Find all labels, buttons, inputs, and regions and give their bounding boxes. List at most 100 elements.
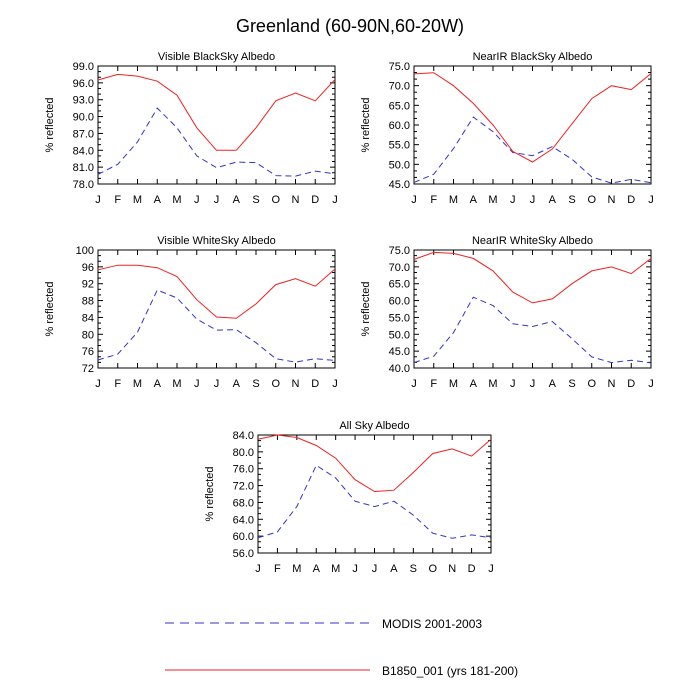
x-tick-label: O [587,378,596,390]
y-tick-label: 56.0 [233,548,254,560]
x-tick-label: A [233,194,241,206]
y-tick-label: 96 [82,262,94,274]
x-tick-label: F [430,378,437,390]
panel-2: NearIR BlackSky Albedo % reflected 45.0 50.… [360,51,654,206]
y-tick-label: 87.0 [73,128,94,140]
y-tick-label: 70.0 [389,262,410,274]
x-tick-label: J [648,194,654,206]
y-tick-label: 72 [82,363,94,375]
y-tick-label: 55.0 [389,140,410,152]
x-tick-label: S [568,378,575,390]
figure-title: Greenland (60-90N,60-20W) [236,16,464,36]
y-tick-label: 93.0 [73,95,94,107]
y-tick-label: 80 [82,329,94,341]
x-tick-label: M [488,378,497,390]
x-tick-label: J [352,563,358,575]
legend-model-label: B1850_001 (yrs 181-200) [382,664,518,678]
x-tick-label: J [214,194,220,206]
x-tick-label: S [410,563,417,575]
x-tick-label: N [608,378,616,390]
x-tick-label: N [292,378,300,390]
x-tick-label: J [648,378,654,390]
y-tick-label: 100 [76,245,94,257]
x-tick-label: A [233,378,241,390]
y-tick-label: 84.0 [73,145,94,157]
x-tick-label: S [568,194,575,206]
x-tick-label: O [271,194,280,206]
x-tick-label: D [627,378,635,390]
x-tick-label: J [95,194,101,206]
x-tick-label: J [530,378,536,390]
plot-frame [257,434,492,554]
x-tick-label: A [313,563,321,575]
y-axis-label: % reflected [360,97,372,152]
y-tick-label: 81.0 [73,162,94,174]
x-tick-label: J [194,194,200,206]
x-tick-label: S [252,194,259,206]
x-tick-label: D [311,378,319,390]
modis-series-line [413,296,652,364]
x-tick-label: A [154,378,162,390]
y-axis-label: % reflected [44,97,56,152]
y-tick-label: 50.0 [389,159,410,171]
modis-series-line [413,116,652,184]
x-tick-label: D [627,194,635,206]
x-tick-label: J [530,194,536,206]
x-tick-label: A [390,563,398,575]
panel-title: Visible BlackSky Albedo [158,51,275,63]
panel-1: Visible BlackSky Albedo % reflected 78.0 81… [44,51,338,206]
x-tick-label: O [271,378,280,390]
x-tick-label: A [549,378,557,390]
x-tick-label: A [154,194,162,206]
y-axis-label: % reflected [204,466,216,521]
x-tick-label: M [292,563,301,575]
y-tick-label: 96.0 [73,78,94,90]
x-tick-label: O [428,563,437,575]
x-tick-label: N [448,563,456,575]
x-tick-label: M [133,378,142,390]
y-tick-label: 78.0 [73,179,94,191]
x-tick-label: J [510,378,516,390]
x-tick-label: J [332,378,338,390]
plot-frame [413,65,652,185]
x-tick-label: F [114,194,121,206]
y-tick-label: 60.0 [389,296,410,308]
x-tick-label: J [95,378,101,390]
x-tick-label: J [332,194,338,206]
x-tick-label: J [411,194,417,206]
y-tick-label: 88 [82,296,94,308]
y-tick-label: 65.0 [389,279,410,291]
model-series-line [257,434,492,493]
x-tick-label: F [274,563,281,575]
model-series-line [97,264,336,319]
modis-series-line [257,464,492,539]
panel-title: All Sky Albedo [339,420,409,432]
x-tick-label: M [331,563,340,575]
x-tick-label: F [430,194,437,206]
x-tick-label: A [470,378,478,390]
x-tick-label: J [255,563,261,575]
x-tick-label: M [172,378,181,390]
panel-title: Visible WhiteSky Albedo [157,235,275,247]
plot-frame [97,249,336,369]
y-tick-label: 72.0 [233,481,254,493]
modis-series-line [97,107,336,177]
x-tick-label: D [468,563,476,575]
panel-title: NearIR WhiteSky Albedo [472,235,593,247]
x-tick-label: N [608,194,616,206]
panel-title: NearIR BlackSky Albedo [473,51,593,63]
y-tick-label: 80.0 [233,447,254,459]
x-tick-label: A [549,194,557,206]
plot-frame [97,65,336,185]
model-series-line [413,251,652,304]
y-tick-label: 64.0 [233,514,254,526]
x-tick-label: J [194,378,200,390]
x-tick-label: M [133,194,142,206]
y-axis-label: % reflected [44,281,56,336]
y-tick-label: 76 [82,346,94,358]
x-tick-label: M [488,194,497,206]
y-tick-label: 76.0 [233,464,254,476]
y-tick-label: 90.0 [73,112,94,124]
y-tick-label: 55.0 [389,312,410,324]
